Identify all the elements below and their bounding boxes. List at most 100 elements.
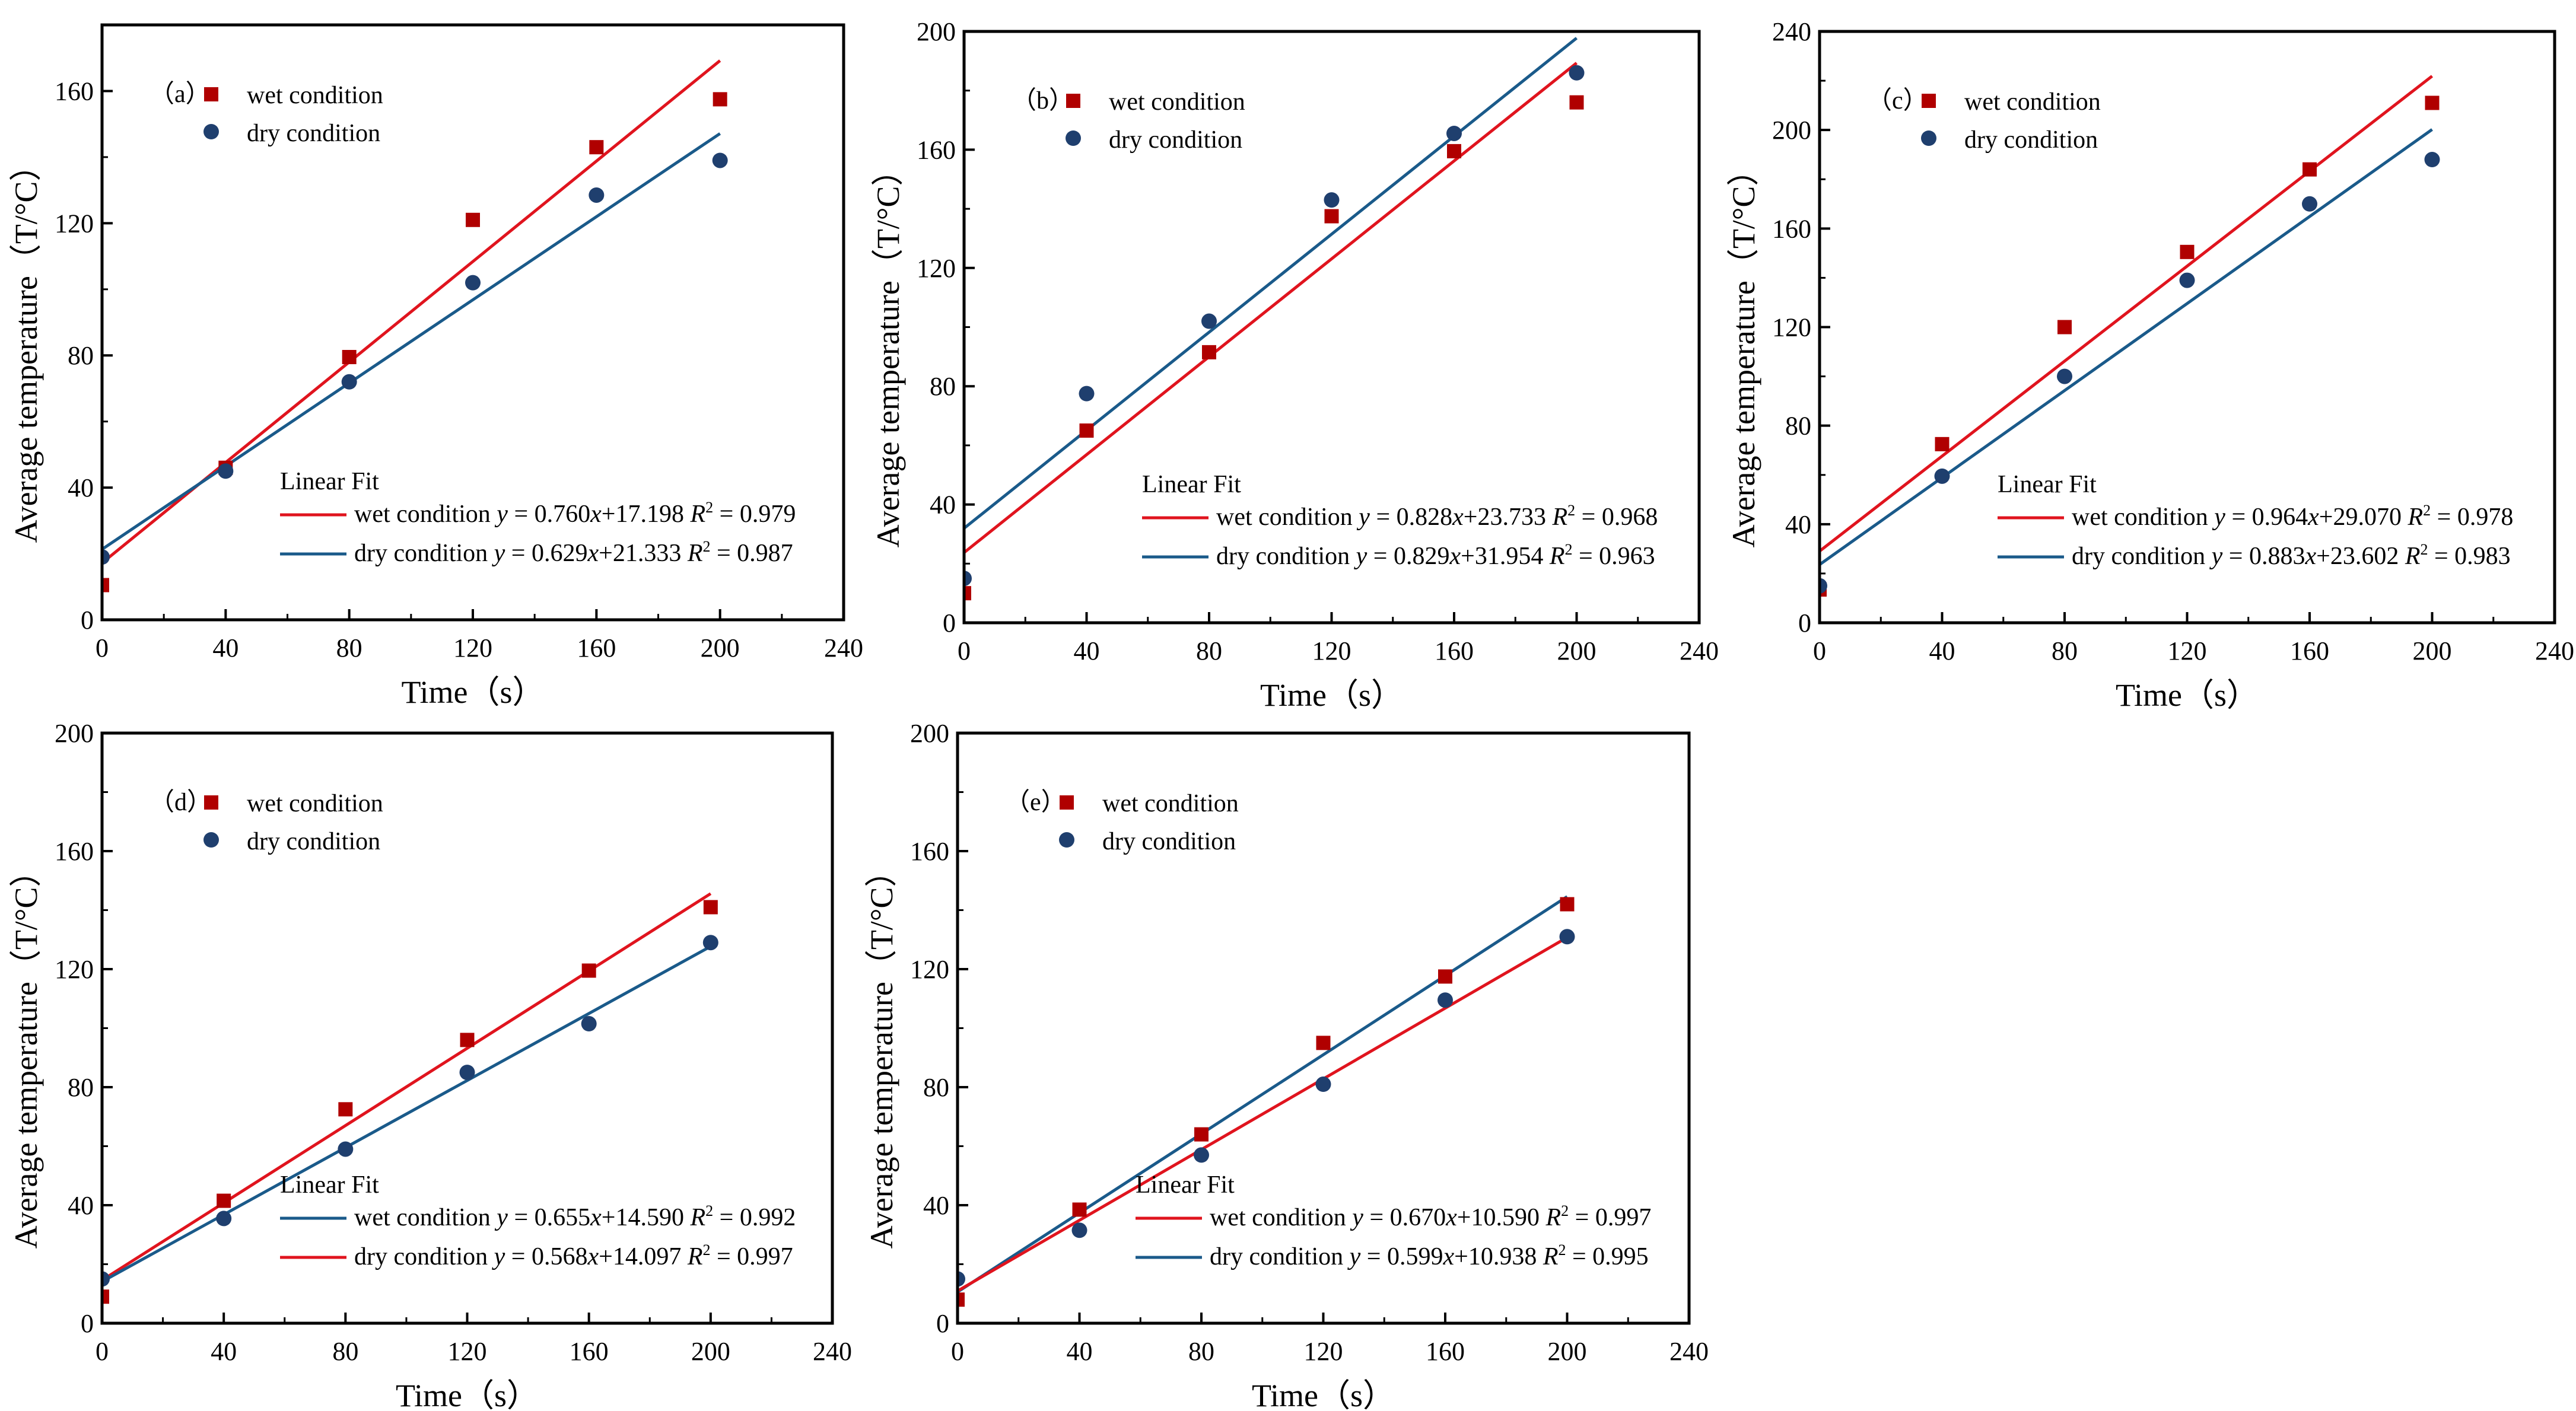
fit-intercept: 17.198: [615, 501, 684, 528]
wet-point: [1569, 95, 1584, 110]
eq-y: y: [1350, 543, 1367, 570]
panel-label: （d）: [150, 789, 212, 816]
wet-point: [2180, 244, 2195, 259]
x-tick-label: 0: [958, 636, 971, 665]
plot-frame: [1818, 30, 2556, 625]
fit-legend-title: Linear Fit: [1142, 471, 1241, 498]
eq-plus: +: [1454, 1243, 1468, 1270]
fit-legend-title: Linear Fit: [1998, 471, 2097, 498]
wet-point: [1324, 209, 1339, 224]
x-tick-label: 80: [1196, 636, 1222, 665]
x-axis-title: Time（s）: [1252, 1378, 1395, 1411]
eq-eq: =: [1370, 504, 1397, 531]
wet-point: [1202, 345, 1216, 359]
eq-eq: =: [2222, 543, 2249, 570]
y-tick-label: 40: [923, 1191, 949, 1220]
dry-point: [216, 1211, 232, 1227]
eq-plus: +: [602, 501, 616, 528]
x-tick-label: 240: [1669, 1337, 1709, 1366]
fit-r2: 0.997: [1595, 1204, 1652, 1231]
fit-line-red: [958, 936, 1568, 1292]
x-tick-label: 80: [1188, 1337, 1214, 1366]
fit-intercept: 10.590: [1471, 1204, 1540, 1231]
eq-y: y: [1343, 1243, 1361, 1270]
eq-r: R: [1537, 1243, 1558, 1270]
x-tick-label: 0: [1813, 636, 1826, 665]
wet-point: [338, 1102, 353, 1117]
dry-point: [102, 1271, 110, 1287]
y-tick-label: 120: [55, 209, 94, 238]
fit-legend-title: Linear Fit: [1136, 1171, 1235, 1199]
dry-point: [1569, 65, 1585, 81]
legend-dry-label: dry condition: [1109, 126, 1242, 154]
x-tick-label: 160: [1435, 636, 1474, 665]
fit-slope: 0.760: [535, 501, 591, 528]
panel-e: 0 40 80 120 160 200 240 0 40 80 120 160 200 Time（s） Av…: [864, 719, 1709, 1411]
y-tick-label: 40: [68, 1191, 94, 1220]
panel-a: 0 40 80 120 160 200 240 0 40 80 120 160 Time（s） Avera…: [8, 23, 863, 710]
dry-point: [589, 187, 605, 203]
plot-frame: [956, 731, 1691, 1325]
fit-equation: dry condition y = 0.568x+14.097 R2 = 0.9…: [354, 1241, 793, 1270]
dry-point: [712, 152, 728, 168]
eq-sup: 2: [1564, 541, 1572, 558]
fit-r2: 0.992: [740, 1204, 796, 1231]
fit-line-blue: [102, 132, 721, 551]
x-tick-label: 40: [1929, 636, 1955, 665]
panel-label: （b）: [1012, 87, 1074, 114]
fit-r2: 0.968: [1602, 504, 1658, 531]
eq-eq: =: [508, 1204, 535, 1231]
dry-point: [581, 1016, 597, 1032]
legend-wet-label: wet condition: [1964, 88, 2101, 116]
plot-frame: [962, 30, 1701, 625]
fit-intercept: 10.938: [1468, 1243, 1537, 1270]
eq-sup: 2: [2420, 541, 2428, 558]
dry-point: [1820, 578, 1827, 594]
x-tick-label: 40: [212, 633, 238, 662]
y-tick-label: 0: [81, 1309, 94, 1338]
wet-point: [342, 350, 357, 365]
fit-r2: 0.997: [737, 1243, 793, 1270]
y-tick-label: 160: [55, 837, 94, 866]
eq-x: x: [590, 1204, 602, 1231]
legend-dry-label: dry condition: [247, 828, 380, 855]
legend-dry-marker: [1066, 130, 1081, 146]
legend-wet-marker: [1060, 795, 1074, 810]
legend-dry-marker: [1921, 130, 1936, 146]
fit-line-red: [964, 62, 1578, 554]
fit-slope: 0.828: [1397, 504, 1453, 531]
dry-point: [2057, 368, 2072, 384]
y-tick-label: 80: [930, 372, 956, 401]
fit-intercept: 14.097: [613, 1243, 682, 1270]
eq-eq2: =: [1566, 1243, 1592, 1270]
eq-y: y: [2208, 504, 2226, 531]
eq-sup: 2: [2423, 502, 2431, 519]
fit-label: wet condition: [2072, 504, 2208, 531]
x-axis-title: Time（s）: [396, 1378, 539, 1411]
eq-plus: +: [1461, 543, 1475, 570]
x-tick-label: 120: [2168, 636, 2207, 665]
dry-point: [1071, 1222, 1087, 1238]
y-tick-label: 200: [55, 719, 94, 748]
x-tick-label: 240: [2535, 636, 2574, 665]
dry-point: [2424, 152, 2440, 168]
wet-point: [1447, 144, 1461, 158]
dry-point: [338, 1141, 354, 1157]
fit-line-red: [102, 892, 712, 1282]
eq-sup: 2: [1567, 502, 1575, 519]
dry-point: [2302, 196, 2317, 212]
eq-plus: +: [599, 540, 613, 567]
wet-point: [958, 1292, 965, 1307]
wet-point: [1072, 1202, 1087, 1217]
plot-frame: [100, 23, 845, 622]
wet-point: [581, 963, 596, 978]
legend-dry-marker: [1059, 832, 1074, 848]
x-tick-label: 200: [691, 1337, 730, 1366]
eq-y: y: [488, 1243, 505, 1270]
fit-label: dry condition: [1210, 1243, 1343, 1270]
eq-plus: +: [2319, 504, 2333, 531]
x-tick-label: 200: [1557, 636, 1597, 665]
wet-point: [1560, 897, 1575, 912]
eq-eq: =: [508, 501, 535, 528]
fit-equation: dry condition y = 0.629x+21.333 R2 = 0.9…: [354, 538, 793, 567]
